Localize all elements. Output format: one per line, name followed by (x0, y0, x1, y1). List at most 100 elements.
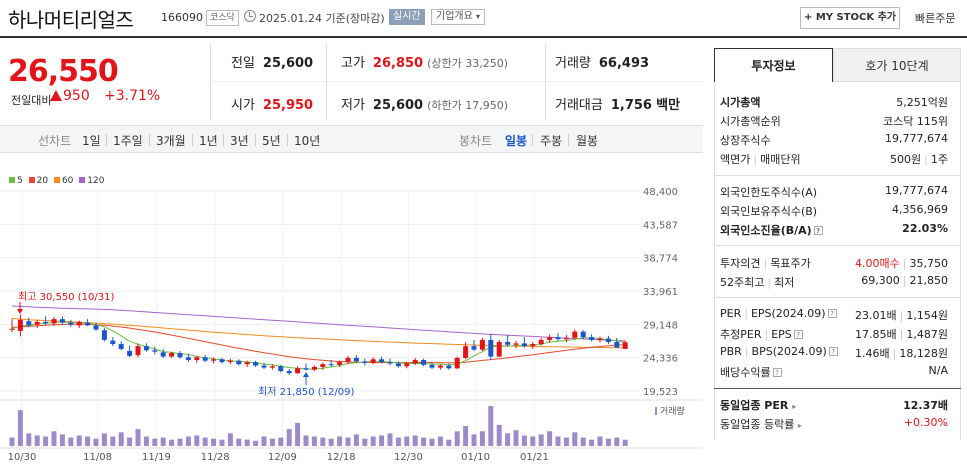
candle-body (547, 337, 553, 340)
volume-bar (412, 435, 418, 446)
row-industry-per: 동일업종 PER ▸ 12.37배 (720, 397, 948, 415)
candle-chart-label[interactable]: 봉차트 (459, 134, 493, 148)
period-1d[interactable]: 1일 (82, 134, 101, 148)
period-divider (255, 134, 256, 146)
period-5y[interactable]: 5년 (262, 134, 281, 148)
volume-bar (118, 432, 124, 446)
candle-body (614, 341, 620, 348)
est-per-value-wrap: 17.85배 | 1,487원 (855, 326, 948, 342)
candlestick-chart[interactable]: 48,400 43,587 38,774 33,961 29,148 24,336 19,5… (0, 178, 703, 470)
foreign-ratio-label: 외국인소진율(B/A) (720, 224, 812, 237)
foreign-hold-value: 4,356,969 (892, 203, 948, 216)
volume-bar (34, 435, 40, 446)
help-icon[interactable]: ? (772, 368, 782, 377)
period-divider (287, 134, 288, 146)
volume-bar (505, 433, 511, 446)
chevron-right-icon: ▸ (792, 402, 797, 411)
candle-body (76, 321, 82, 326)
line-chart-label[interactable]: 선차트 (38, 134, 72, 148)
candle-body (463, 346, 469, 358)
candle-body (110, 340, 116, 345)
dividend-label: 배당수익률 (720, 366, 771, 379)
my-stock-add-button[interactable]: + MY STOCK 추가 (800, 7, 900, 29)
candle-weekly[interactable]: 주봉 (540, 134, 563, 148)
invest-tabs: 투자정보 호가 10단계 (714, 48, 961, 82)
candle-body (17, 319, 23, 331)
candle-body (379, 359, 385, 363)
stock-header: 하나머티리얼즈 166090 코스닥 2025.01.24 기준(장마감) 실시… (0, 0, 967, 34)
opinion-value: 4.00매수 (855, 257, 900, 270)
candle-body (202, 357, 208, 361)
candle-body (412, 359, 418, 364)
row-market-cap-rank: 시가총액순위 코스닥 115위 (720, 113, 948, 131)
realtime-badge[interactable]: 실시간 (389, 9, 425, 25)
stat-volume: 거래량 66,493 (555, 52, 649, 71)
candle-body (328, 364, 334, 366)
help-icon[interactable]: ? (793, 330, 803, 339)
bps-value: 18,128원 (899, 347, 948, 360)
tab-orderbook[interactable]: 호가 10단계 (833, 48, 961, 82)
volume-bar (328, 438, 334, 446)
shares-value: 19,777,674 (885, 132, 948, 145)
volume-bar (580, 437, 586, 446)
separator: | (764, 328, 769, 341)
company-info-dropdown[interactable]: 기업개요 ▾ (431, 9, 486, 25)
foreign-limit-label: 외국인한도주식수(A) (720, 186, 818, 199)
quick-order-link[interactable]: 빠른주문 (915, 12, 956, 25)
est-eps-value: 1,487원 (906, 328, 948, 341)
y-tick-label: 29,148 (643, 320, 678, 331)
legend-swatch (79, 177, 86, 183)
panel-divider (714, 175, 961, 176)
period-divider (106, 134, 107, 146)
volume-bar (379, 435, 385, 446)
per-value: 23.01배 (855, 309, 897, 322)
candle-body (269, 366, 275, 368)
candle-body (572, 331, 578, 338)
period-3y[interactable]: 3년 (230, 134, 249, 148)
x-tick-label: 12/09 (268, 452, 297, 463)
foreign-hold-label: 외국인보유주식수(B) (720, 205, 818, 218)
help-icon[interactable]: ? (827, 309, 837, 318)
volume-bar (463, 426, 469, 446)
stat-open-value: 25,950 (262, 98, 314, 113)
base-date: 2025.01.24 기준(장마감) (259, 12, 385, 25)
week52-low-value: 21,850 (909, 274, 949, 287)
period-divider (532, 134, 533, 146)
candle-body (589, 337, 595, 340)
volume-bar (76, 435, 82, 446)
clock-icon (244, 10, 256, 22)
tab-invest-info[interactable]: 투자정보 (714, 48, 833, 82)
volume-bar (589, 439, 595, 446)
volume-bar (236, 438, 242, 446)
per-label-wrap: PER | EPS(2024.09)? (720, 307, 837, 320)
y-tick-label: 33,961 (643, 287, 678, 298)
row-foreign-ratio: 외국인소진율(B/A)? 22.03% (720, 222, 948, 240)
candle-body (421, 359, 427, 365)
volume-bar (286, 429, 292, 446)
volume-bar (244, 439, 250, 446)
period-1y[interactable]: 1년 (199, 134, 218, 148)
ma120-line (11, 305, 626, 342)
candle-body (118, 344, 124, 349)
candle-body (68, 322, 74, 325)
period-1w[interactable]: 1주일 (113, 134, 143, 148)
panel-divider (714, 388, 961, 389)
candle-body (303, 368, 309, 370)
invest-panel (714, 82, 961, 440)
legend-ma60-label: 60 (61, 176, 74, 186)
target-label: 목표주가 (770, 257, 811, 270)
candle-monthly[interactable]: 월봉 (576, 134, 599, 148)
legend-ma120: 120 (76, 176, 104, 186)
help-icon[interactable]: ? (813, 226, 823, 235)
period-10y[interactable]: 10년 (294, 134, 321, 148)
candle-body (101, 330, 107, 340)
period-3m[interactable]: 3개월 (156, 134, 186, 148)
candle-body (185, 357, 191, 360)
candle-body (370, 359, 376, 363)
help-icon[interactable]: ? (828, 347, 838, 356)
est-eps-label: EPS (771, 328, 792, 341)
pbr-value-wrap: 1.46배 | 18,128원 (855, 345, 948, 361)
candle-body (496, 341, 502, 357)
volume-bar (202, 437, 208, 446)
candle-daily[interactable]: 일봉 (505, 134, 528, 148)
